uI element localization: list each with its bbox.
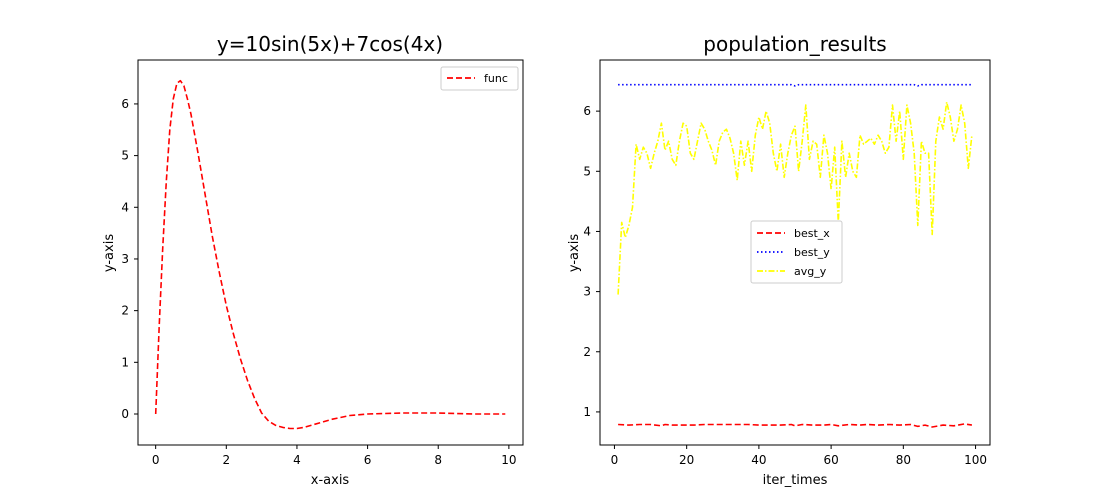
x-tick-label: 10	[501, 453, 516, 467]
tick-group: 0 2 4 6 8 10 0 1 2 3 4 5 6	[121, 97, 516, 467]
chart-population-results: population_results 0 20 40 60 80 100 1 2 3 4 5 6 it…	[567, 32, 991, 488]
legend-label-avg-y: avg_y	[794, 265, 827, 278]
y-tick-label: 6	[121, 97, 129, 111]
x-tick-label: 8	[434, 453, 442, 467]
series-group	[617, 83, 973, 428]
legend-box	[440, 66, 519, 91]
y-tick-label: 4	[121, 200, 129, 214]
series-line-avg-y	[617, 101, 973, 295]
legend-label-func: func	[484, 72, 508, 85]
x-tick-label: 4	[293, 453, 301, 467]
y-tick-label: 3	[121, 252, 129, 266]
y-tick-label: 1	[583, 405, 591, 419]
y-tick-label: 0	[121, 407, 129, 421]
series-line-best-y	[618, 83, 972, 87]
x-tick-label: 60	[823, 453, 838, 467]
y-tick-label: 1	[121, 355, 129, 369]
tick-group: 0 20 40 60 80 100 1 2 3 4 5 6	[583, 104, 987, 467]
y-tick-label: 4	[583, 224, 591, 238]
plot-frame	[599, 59, 991, 446]
y-axis-label: y-axis	[102, 234, 117, 272]
x-tick-label: 0	[611, 453, 619, 467]
y-tick-label: 5	[583, 164, 591, 178]
legend-box	[750, 220, 843, 284]
x-tick-label: 20	[679, 453, 694, 467]
x-axis-label: x-axis	[311, 473, 350, 488]
plot-frame	[137, 59, 524, 446]
chart-title: y=10sin(5x)+7cos(4x)	[217, 32, 443, 56]
y-tick-label: 2	[583, 345, 591, 359]
series-line-func	[154, 79, 506, 430]
x-tick-label: 100	[964, 453, 987, 467]
x-tick-label: 80	[896, 453, 911, 467]
legend-label-best-x: best_x	[794, 227, 830, 240]
legend-label-best-y: best_y	[794, 246, 830, 259]
legend: func	[440, 66, 519, 91]
legend: best_x best_y avg_y	[750, 220, 843, 284]
x-tick-label: 40	[751, 453, 766, 467]
x-tick-label: 6	[364, 453, 372, 467]
y-tick-label: 5	[121, 149, 129, 163]
series-line-best-x	[618, 423, 973, 428]
y-tick-label: 3	[583, 285, 591, 299]
x-tick-label: 2	[222, 453, 230, 467]
x-axis-label: iter_times	[763, 473, 828, 488]
chart-title: population_results	[703, 32, 886, 56]
y-tick-label: 2	[121, 304, 129, 318]
x-tick-label: 0	[152, 453, 160, 467]
y-tick-label: 6	[583, 104, 591, 118]
chart-func: y=10sin(5x)+7cos(4x) 0 2 4 6 8 10 0 1 2 3 4 5 6 x-ax…	[102, 32, 524, 488]
series-group	[154, 79, 506, 430]
y-axis-label: y-axis	[567, 234, 582, 272]
